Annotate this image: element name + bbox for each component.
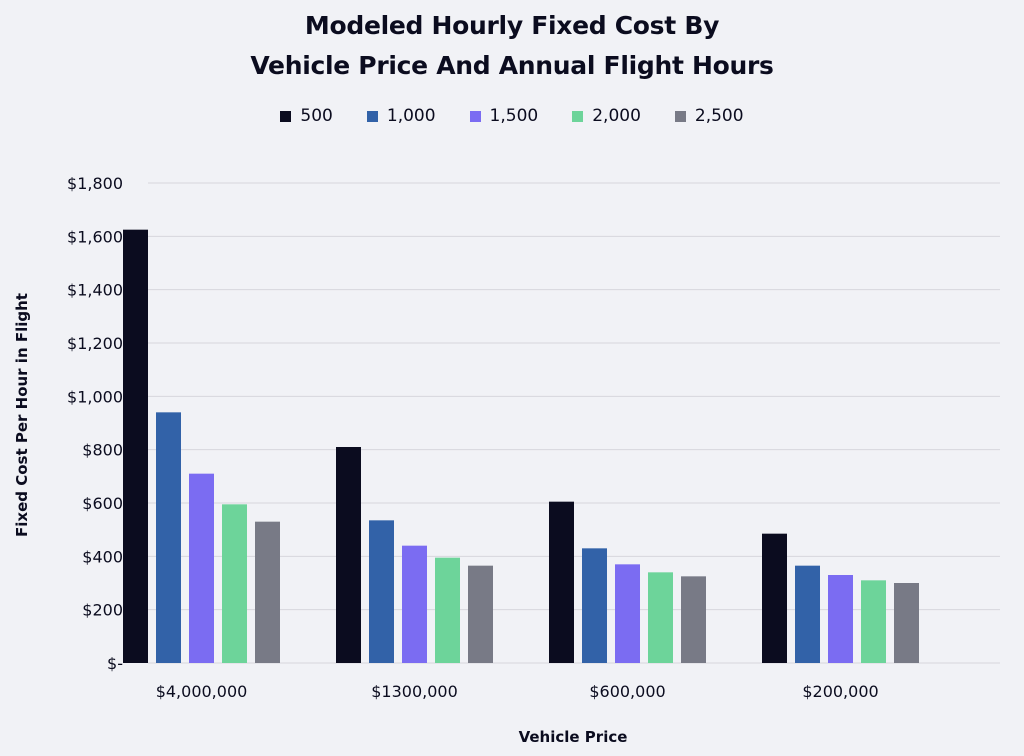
x-axis-title: Vehicle Price <box>519 728 628 746</box>
bar-500-1 <box>336 447 361 663</box>
y-axis-title: Fixed Cost Per Hour in Flight <box>13 293 31 537</box>
y-axis-ticks: $- $200 $400 $600 $800 $1,000 $1,200 $1,400 $1,6… <box>67 174 123 673</box>
bar-2000-3 <box>861 580 886 663</box>
x-tick-label: $200,000 <box>802 682 878 701</box>
bar-500-0 <box>123 229 148 663</box>
legend-swatch <box>280 110 292 122</box>
legend-item-500: 500 <box>280 106 333 126</box>
bar-500-3 <box>762 533 787 663</box>
bar-1000-2 <box>582 548 607 663</box>
bar-1500-3 <box>828 575 853 663</box>
legend-label: 2,000 <box>592 106 641 126</box>
y-tick-label: $1,400 <box>67 281 123 300</box>
y-tick-label: $800 <box>82 441 123 460</box>
legend-label: 2,500 <box>694 106 744 126</box>
legend-swatch <box>572 110 584 122</box>
bar-2000-1 <box>435 557 460 663</box>
x-tick-label: $4,000,000 <box>156 682 248 701</box>
bar-500-2 <box>549 501 574 663</box>
bar-1000-3 <box>795 565 820 663</box>
legend-item-2500: 2,500 <box>674 106 744 126</box>
bar-2000-0 <box>222 504 247 663</box>
y-tick-label: $1,200 <box>67 334 123 353</box>
y-tick-label: $1,600 <box>67 227 123 246</box>
legend-label: 500 <box>300 106 333 126</box>
x-tick-label: $600,000 <box>589 682 665 701</box>
x-axis-ticks: $4,000,000 $1300,000 $600,000 $200,000 <box>156 682 879 701</box>
y-tick-label: $- <box>107 654 123 673</box>
bar-2500-2 <box>681 576 706 663</box>
bar-2000-2 <box>648 572 673 663</box>
y-tick-label: $400 <box>82 547 123 566</box>
y-tick-label: $1,800 <box>67 174 123 193</box>
legend-item-1500: 1,500 <box>469 106 539 126</box>
legend-swatch <box>469 110 481 122</box>
bar-1000-0 <box>156 412 181 663</box>
bar-2500-1 <box>468 565 493 663</box>
legend-label: 1,500 <box>489 106 539 126</box>
chart-title-line-1: Modeled Hourly Fixed Cost By <box>304 11 720 40</box>
chart-title-line-2: Vehicle Price And Annual Flight Hours <box>250 51 774 80</box>
legend-swatch <box>674 110 686 122</box>
bar-1500-0 <box>189 473 214 663</box>
y-tick-label: $200 <box>82 601 123 620</box>
legend: 500 1,000 1,500 2,000 2,500 <box>0 106 1024 126</box>
bar-1500-1 <box>402 545 427 663</box>
bar-2500-3 <box>894 583 919 663</box>
legend-item-2000: 2,000 <box>572 106 641 126</box>
x-tick-label: $1300,000 <box>371 682 458 701</box>
bars <box>123 229 919 663</box>
chart-title: Modeled Hourly Fixed Cost By Vehicle Pri… <box>0 6 1024 86</box>
bar-1000-1 <box>369 520 394 663</box>
bar-2500-0 <box>255 521 280 663</box>
y-tick-label: $1,000 <box>67 387 123 406</box>
bar-1500-2 <box>615 564 640 663</box>
legend-item-1000: 1,000 <box>366 106 436 126</box>
y-tick-label: $600 <box>82 494 123 513</box>
legend-swatch <box>366 110 378 122</box>
legend-label: 1,000 <box>386 106 436 126</box>
